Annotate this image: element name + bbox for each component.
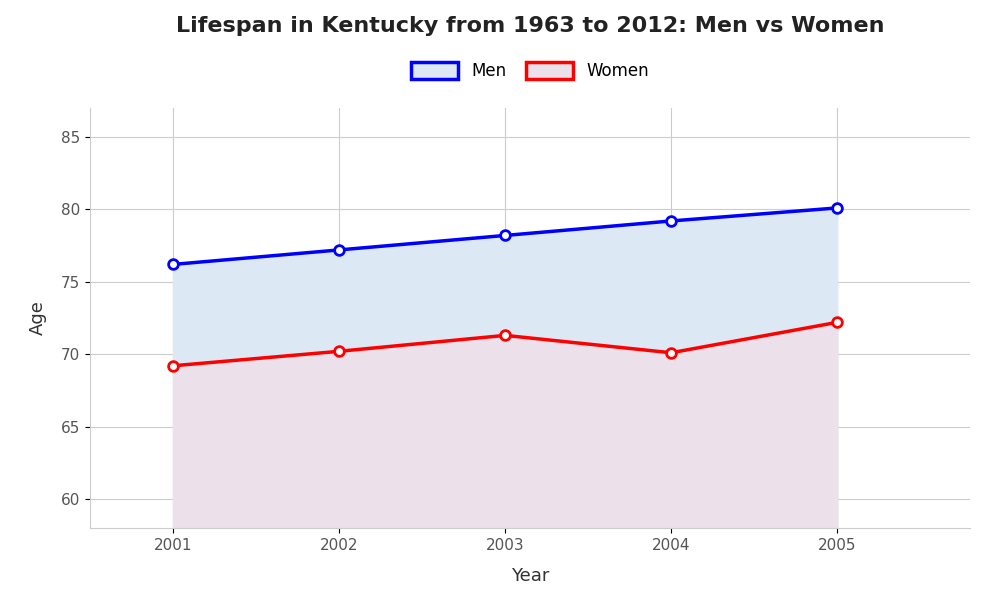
Title: Lifespan in Kentucky from 1963 to 2012: Men vs Women: Lifespan in Kentucky from 1963 to 2012: … — [176, 16, 884, 35]
Y-axis label: Age: Age — [29, 301, 47, 335]
Legend: Men, Women: Men, Women — [411, 62, 649, 80]
X-axis label: Year: Year — [511, 566, 549, 584]
